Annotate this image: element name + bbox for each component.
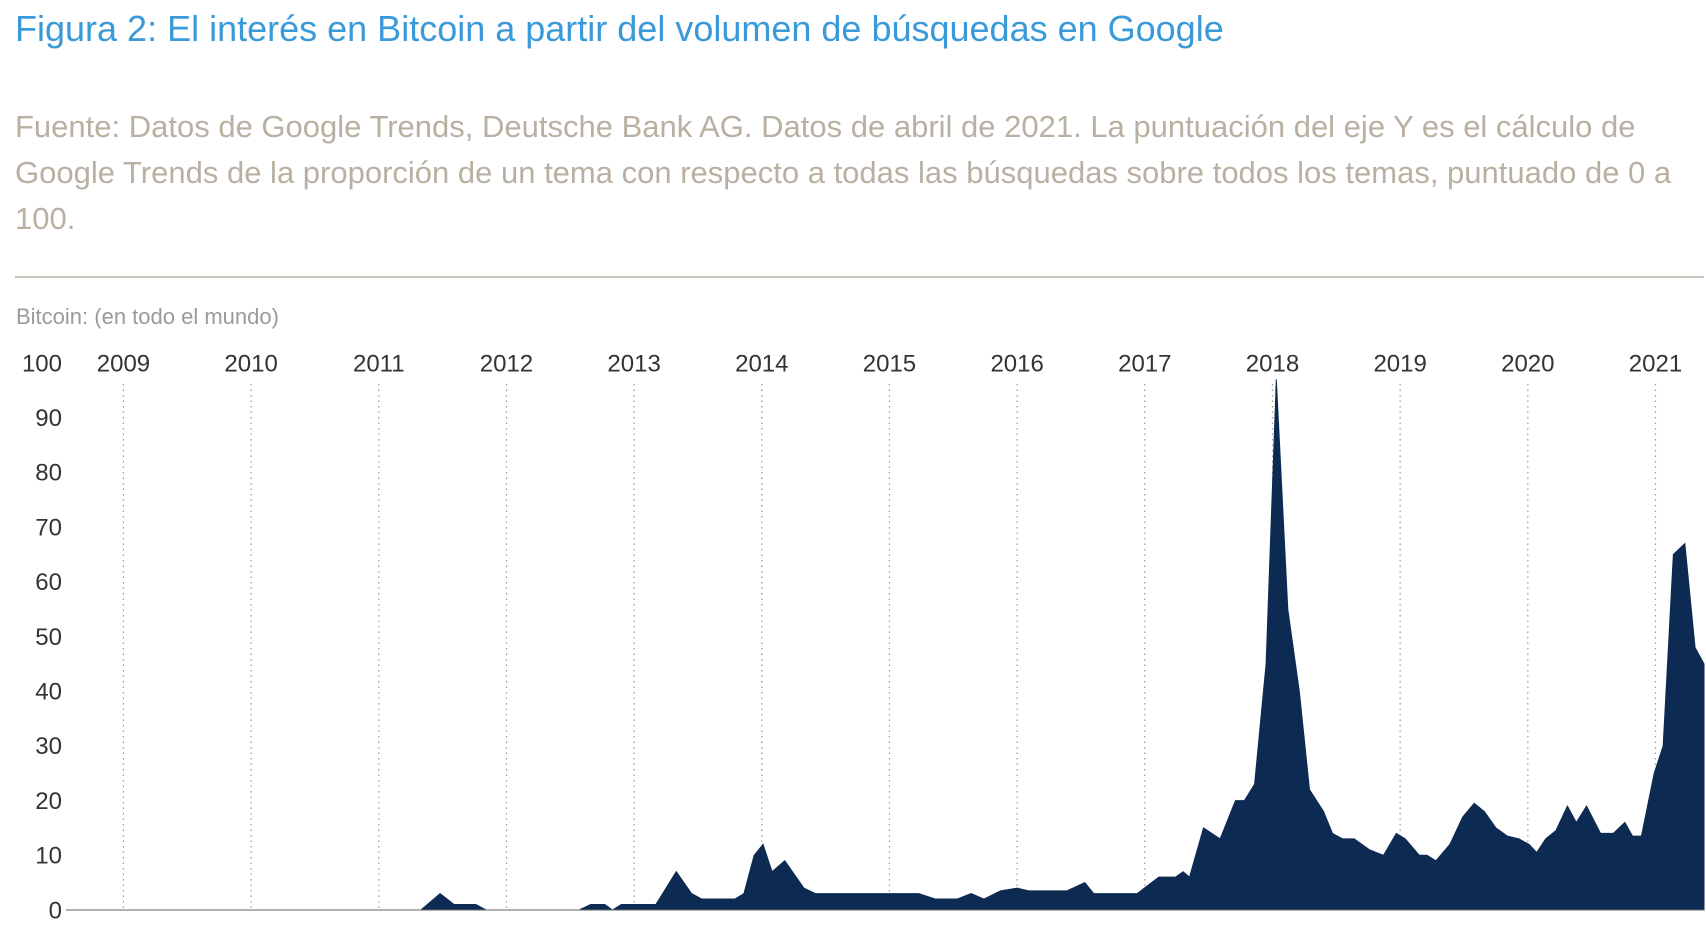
y-tick-label: 80 (35, 460, 62, 487)
x-tick-label: 2010 (224, 350, 277, 377)
y-axis-label: Bitcoin: (en todo el mundo) (16, 304, 279, 329)
y-tick-label: 30 (35, 733, 62, 760)
x-tick-label: 2021 (1629, 350, 1682, 377)
x-tick-label: 2015 (863, 350, 916, 377)
x-tick-label: 2020 (1501, 350, 1554, 377)
x-tick-label: 2017 (1118, 350, 1171, 377)
x-tick-label: 2013 (607, 350, 660, 377)
y-tick-label: 20 (35, 788, 62, 815)
y-tick-label: 40 (35, 679, 62, 706)
y-tick-label: 50 (35, 624, 62, 651)
x-tick-label: 2018 (1246, 350, 1299, 377)
chart-subtitle: Fuente: Datos de Google Trends, Deutsche… (15, 109, 1672, 236)
y-tick-label: 60 (35, 569, 62, 596)
x-tick-label: 2012 (480, 350, 533, 377)
y-tick-label: 100 (22, 350, 62, 377)
x-tick-label: 2014 (735, 350, 788, 377)
y-tick-label: 10 (35, 843, 62, 870)
y-tick-label: 90 (35, 405, 62, 432)
x-tick-label: 2009 (97, 350, 150, 377)
chart-title: Figura 2: El interés en Bitcoin a partir… (15, 8, 1224, 49)
area (66, 379, 1705, 911)
x-tick-label: 2019 (1373, 350, 1426, 377)
y-tick-label: 70 (35, 514, 62, 541)
x-tick-label: 2011 (353, 350, 405, 377)
y-tick-label: 0 (49, 897, 62, 924)
x-tick-label: 2016 (990, 350, 1043, 377)
